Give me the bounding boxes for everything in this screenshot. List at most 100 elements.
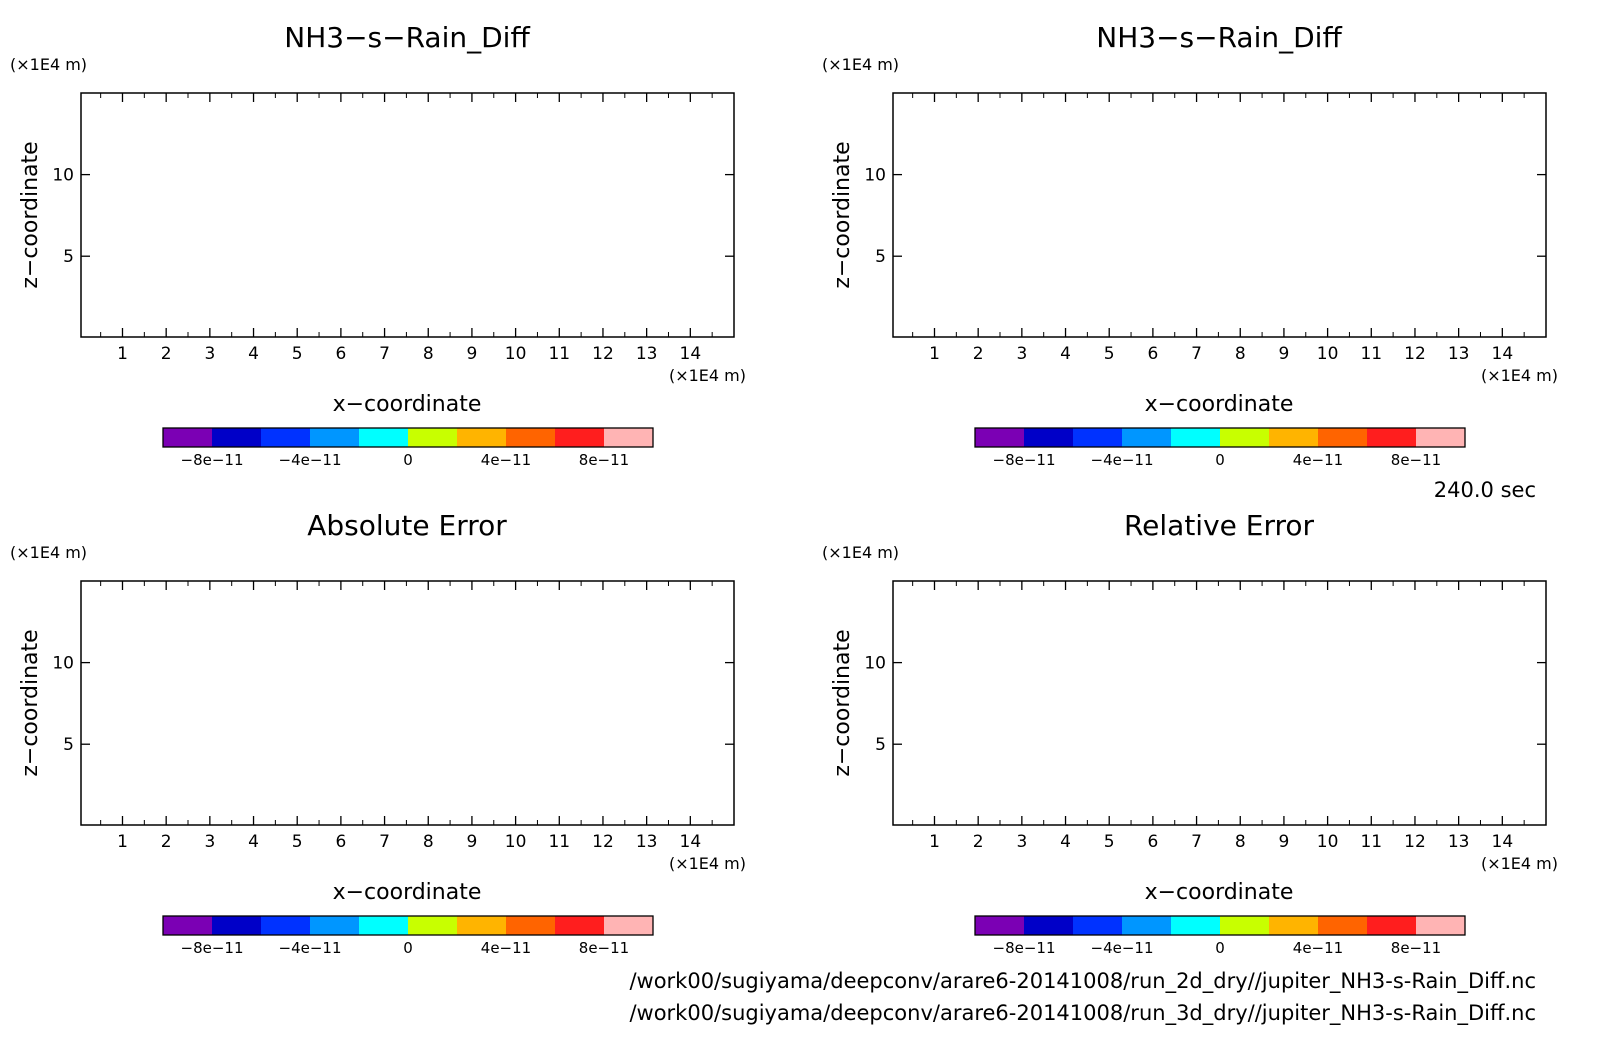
chart-panel: NH3−s−Rain_Diff(×1E4 m)(×1E4 m)1 2 3 4 5 6 7 8 9… bbox=[822, 21, 1558, 469]
x-tick-label: 6 bbox=[335, 832, 346, 852]
colorbar-segment bbox=[212, 916, 261, 935]
x-tick-label: 4 bbox=[248, 344, 259, 364]
x-tick-label: 12 bbox=[592, 832, 614, 852]
y-tick-label: 5 bbox=[875, 735, 886, 755]
x-tick-label: 5 bbox=[1104, 832, 1115, 852]
x-axis-unit: (×1E4 m) bbox=[669, 366, 746, 385]
colorbar-segment bbox=[975, 428, 1024, 447]
y-axis-unit: (×1E4 m) bbox=[10, 55, 87, 74]
colorbar-frame bbox=[162, 915, 654, 936]
y-axis-label: z−coordinate bbox=[830, 629, 855, 776]
x-tick-label: 1 bbox=[929, 344, 940, 364]
colorbar-segment bbox=[310, 428, 359, 447]
x-tick-label: 1 bbox=[117, 832, 128, 852]
x-axis-unit: (×1E4 m) bbox=[1481, 366, 1558, 385]
x-tick-label: 13 bbox=[1448, 832, 1470, 852]
colorbar-segment bbox=[457, 428, 506, 447]
x-axis-label: x−coordinate bbox=[1145, 392, 1294, 417]
x-tick-label: 10 bbox=[505, 344, 527, 364]
x-tick-label: 7 bbox=[1191, 832, 1202, 852]
x-tick-label: 11 bbox=[1360, 344, 1382, 364]
colorbar-segment bbox=[1122, 916, 1171, 935]
x-tick-label: 9 bbox=[467, 344, 478, 364]
y-tick-label: 5 bbox=[63, 735, 74, 755]
colorbar-segment bbox=[1318, 428, 1367, 447]
x-axis-label: x−coordinate bbox=[333, 880, 482, 905]
x-tick-label: 7 bbox=[1191, 344, 1202, 364]
x-tick-label: 10 bbox=[1317, 832, 1339, 852]
chart-panel: Absolute Error(×1E4 m)(×1E4 m)1 2 3 4 5 6 7 8 9 1… bbox=[10, 509, 746, 957]
colorbar-tick-label: −4e−11 bbox=[279, 451, 342, 469]
x-tick-label: 8 bbox=[1235, 832, 1246, 852]
colorbar-frame bbox=[974, 427, 1466, 448]
x-tick-label: 8 bbox=[423, 344, 434, 364]
colorbar-tick-label: 0 bbox=[1215, 451, 1225, 469]
x-tick-label: 9 bbox=[1279, 832, 1290, 852]
x-tick-label: 3 bbox=[204, 344, 215, 364]
colorbar-tick-label: −8e−11 bbox=[181, 451, 244, 469]
colorbar-tick-label: 0 bbox=[403, 939, 413, 957]
colorbar-segment bbox=[261, 916, 310, 935]
colorbar-tick-label: 8e−11 bbox=[579, 939, 629, 957]
colorbar-segment bbox=[408, 916, 457, 935]
colorbar-segment bbox=[604, 916, 653, 935]
x-tick-label: 2 bbox=[973, 344, 984, 364]
colorbar-segment bbox=[408, 428, 457, 447]
x-tick-label: 6 bbox=[1147, 344, 1158, 364]
source-file-path: /work00/sugiyama/deepconv/arare6-2014100… bbox=[629, 969, 1536, 994]
colorbar-tick-label: −8e−11 bbox=[181, 939, 244, 957]
x-axis-label: x−coordinate bbox=[333, 392, 482, 417]
y-tick-label: 5 bbox=[63, 247, 74, 267]
colorbar-segment bbox=[975, 916, 1024, 935]
y-tick-label: 10 bbox=[864, 166, 886, 186]
colorbar-segment bbox=[555, 428, 604, 447]
x-tick-label: 5 bbox=[292, 344, 303, 364]
x-tick-label: 14 bbox=[680, 832, 702, 852]
colorbar-segment bbox=[1024, 428, 1073, 447]
x-tick-label: 2 bbox=[161, 832, 172, 852]
colorbar-frame bbox=[974, 915, 1466, 936]
x-tick-label: 10 bbox=[505, 832, 527, 852]
colorbar-segment bbox=[555, 916, 604, 935]
colorbar-segment bbox=[1171, 916, 1220, 935]
x-tick-label: 2 bbox=[973, 832, 984, 852]
x-tick-label: 12 bbox=[1404, 832, 1426, 852]
x-tick-label: 8 bbox=[1235, 344, 1246, 364]
colorbar-tick-label: 0 bbox=[403, 451, 413, 469]
x-tick-label: 4 bbox=[248, 832, 259, 852]
chart-title: NH3−s−Rain_Diff bbox=[284, 21, 530, 54]
x-tick-label: 12 bbox=[1404, 344, 1426, 364]
y-tick-label: 10 bbox=[52, 654, 74, 674]
colorbar-tick-label: −4e−11 bbox=[1091, 451, 1154, 469]
time-label: 240.0 sec bbox=[1434, 478, 1536, 502]
colorbar-segment bbox=[359, 916, 408, 935]
source-file-path: /work00/sugiyama/deepconv/arare6-2014100… bbox=[629, 1001, 1536, 1026]
x-tick-label: 3 bbox=[204, 832, 215, 852]
colorbar-segment bbox=[163, 428, 212, 447]
colorbar-segment bbox=[1073, 428, 1122, 447]
colorbar-segment bbox=[1024, 916, 1073, 935]
x-tick-label: 13 bbox=[636, 344, 658, 364]
x-tick-label: 9 bbox=[467, 832, 478, 852]
chart-panel: Relative Error(×1E4 m)(×1E4 m)1 2 3 4 5 6 7 8 9 1… bbox=[822, 509, 1558, 957]
y-tick-label: 10 bbox=[52, 166, 74, 186]
chart-title: NH3−s−Rain_Diff bbox=[1096, 21, 1342, 54]
x-tick-label: 4 bbox=[1060, 832, 1071, 852]
colorbar-segment bbox=[1220, 428, 1269, 447]
x-tick-label: 6 bbox=[1147, 832, 1158, 852]
x-tick-label: 7 bbox=[379, 344, 390, 364]
colorbar-segment bbox=[1073, 916, 1122, 935]
colorbar-segment bbox=[1220, 916, 1269, 935]
x-tick-label: 1 bbox=[117, 344, 128, 364]
y-axis-unit: (×1E4 m) bbox=[10, 543, 87, 562]
colorbar-segment bbox=[506, 916, 555, 935]
x-tick-label: 13 bbox=[1448, 344, 1470, 364]
x-tick-label: 5 bbox=[292, 832, 303, 852]
x-axis-label: x−coordinate bbox=[1145, 880, 1294, 905]
colorbar-segment bbox=[212, 428, 261, 447]
colorbar-segment bbox=[604, 428, 653, 447]
colorbar-segment bbox=[1171, 428, 1220, 447]
x-axis-unit: (×1E4 m) bbox=[669, 854, 746, 873]
colorbar-segment bbox=[1367, 428, 1416, 447]
